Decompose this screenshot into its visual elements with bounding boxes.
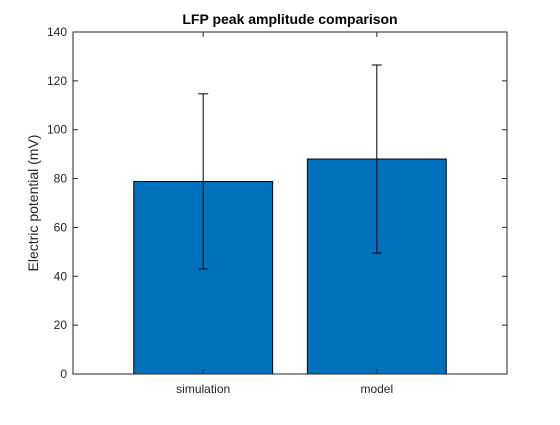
y-tick-label-40: 40 <box>54 269 68 283</box>
x-tick-label-model: model <box>360 382 393 396</box>
y-tick-label-0: 0 <box>60 367 67 381</box>
axes-box <box>72 31 508 375</box>
y-tick-label-60: 60 <box>54 220 68 234</box>
y-tick-label-140: 140 <box>47 25 67 39</box>
x-tick-label-simulation: simulation <box>176 382 230 396</box>
plot-area: 0 20 40 60 80 100 120 140 simulation model <box>47 25 508 396</box>
y-tick-label-100: 100 <box>47 123 67 137</box>
y-tick-label-80: 80 <box>54 172 68 186</box>
y-axis-label: Electric potential (mV) <box>25 135 41 272</box>
y-tick-label-120: 120 <box>47 74 67 88</box>
y-tick-label-20: 20 <box>54 318 68 332</box>
chart-title: LFP peak amplitude comparison <box>182 11 397 27</box>
